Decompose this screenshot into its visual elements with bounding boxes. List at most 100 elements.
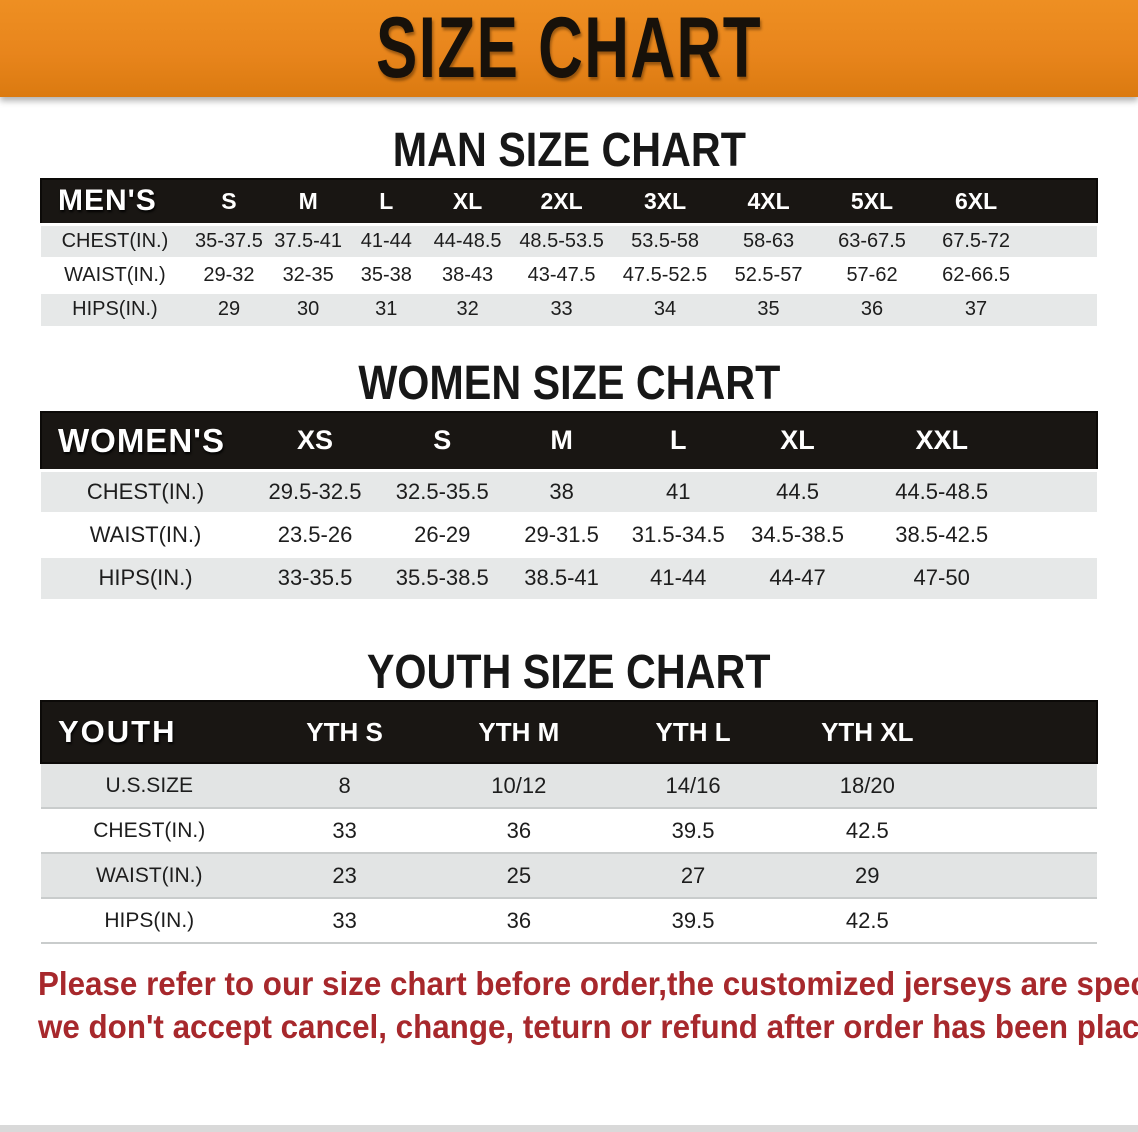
women-col-header: L [670, 425, 687, 456]
disclaimer-line-2: we don't accept cancel, change, teturn o… [38, 1008, 1138, 1045]
size-value-cell: 30 [297, 298, 320, 321]
size-value-cell: 38.5-42.5 [895, 521, 989, 547]
size-value-cell: 38 [549, 478, 574, 504]
spacer-cell [1028, 224, 1097, 258]
size-value-cell: 44-47 [769, 565, 826, 591]
size-value-cell: 35-38 [360, 263, 412, 286]
measurement-label: CHEST(IN.) [61, 229, 169, 252]
women-table-label: WOMEN'S [58, 421, 226, 459]
size-value-cell: 29-32 [203, 263, 255, 286]
men-section-title: MAN SIZE CHART [0, 123, 1138, 178]
size-value-cell: 32-35 [282, 263, 334, 286]
youth-col-header: YTH L [655, 716, 731, 747]
spacer-cell [954, 853, 1097, 898]
women-col-header: S [433, 425, 452, 456]
size-value-cell: 41-44 [360, 229, 412, 252]
size-value-cell: 34.5-38.5 [751, 521, 845, 547]
size-value-cell: 39.5 [671, 907, 715, 933]
size-value-cell: 29 [217, 298, 241, 321]
men-col-header: 6XL [954, 187, 998, 214]
youth-ussize-row: U.S.SIZE 8 10/12 14/16 18/20 [41, 763, 1097, 808]
disclaimer: Please refer to our size chart before or… [38, 962, 1138, 1048]
size-chart-banner: SIZE CHART [0, 0, 1138, 97]
size-value-cell: 36 [506, 907, 532, 933]
men-size-table: MEN'S S M L XL 2XL 3XL 4XL 5XL 6XL CHEST… [40, 178, 1098, 326]
size-value-cell: 41 [666, 478, 691, 504]
size-value-cell: 48.5-53.5 [519, 229, 604, 252]
size-value-cell: 33 [332, 817, 357, 843]
size-value-cell: 43-47.5 [527, 263, 596, 286]
spacer-cell [1026, 470, 1097, 513]
size-value-cell: 47-50 [913, 565, 970, 591]
men-col-header: S [221, 187, 237, 214]
spacer-cell [954, 763, 1097, 808]
size-value-cell: 57-62 [846, 263, 898, 286]
women-section-title-text: WOMEN SIZE CHART [358, 357, 780, 410]
size-value-cell: 33 [550, 298, 573, 321]
men-col-header: XL [452, 187, 483, 214]
women-col-header: XS [297, 425, 334, 456]
size-value-cell: 31.5-34.5 [631, 521, 725, 547]
size-value-cell: 35.5-38.5 [395, 565, 489, 591]
size-value-cell: 18/20 [839, 772, 895, 798]
size-value-cell: 37.5-41 [274, 229, 343, 252]
measurement-label: WAIST(IN.) [95, 863, 203, 887]
women-size-table: WOMEN'S XS S M L XL XXL CHEST(IN.) 29.5-… [40, 411, 1098, 599]
men-table-label: MEN'S [58, 184, 157, 218]
youth-section-title: YOUTH SIZE CHART [0, 645, 1138, 700]
men-col-header: 2XL [540, 187, 583, 214]
banner-title: SIZE CHART [376, 0, 762, 96]
size-value-cell: 34 [653, 298, 677, 321]
size-value-cell: 42.5 [845, 907, 889, 933]
measurement-label: U.S.SIZE [105, 773, 193, 797]
size-value-cell: 32 [456, 298, 479, 321]
size-value-cell: 8 [338, 772, 351, 798]
size-value-cell: 10/12 [491, 772, 547, 798]
measurement-label: WAIST(IN.) [89, 521, 202, 547]
size-value-cell: 26-29 [414, 521, 471, 547]
size-value-cell: 63-67.5 [838, 229, 906, 252]
youth-chest-row: CHEST(IN.) 33 36 39.5 42.5 [41, 808, 1097, 853]
size-value-cell: 53.5-58 [631, 229, 699, 252]
size-value-cell: 41-44 [650, 565, 707, 591]
women-section-title: WOMEN SIZE CHART [0, 356, 1138, 411]
women-header-row: WOMEN'S XS S M L XL XXL [41, 412, 1097, 470]
size-value-cell: 62-66.5 [942, 263, 1010, 286]
youth-col-header: YTH M [478, 716, 560, 747]
size-value-cell: 33-35.5 [277, 565, 353, 591]
men-col-header: 4XL [747, 187, 790, 214]
spacer-cell [954, 808, 1097, 853]
men-chest-row: CHEST(IN.) 35-37.5 37.5-41 41-44 44-48.5… [41, 224, 1097, 258]
spacer-cell [1026, 513, 1097, 556]
size-value-cell: 33 [332, 907, 357, 933]
youth-header-row: YOUTH YTH S YTH M YTH L YTH XL [41, 701, 1097, 763]
men-section-title-text: MAN SIZE CHART [392, 124, 746, 177]
size-value-cell: 14/16 [665, 772, 721, 798]
size-value-cell: 23.5-26 [277, 521, 353, 547]
men-col-header: L [379, 187, 394, 214]
spacer-cell [1028, 258, 1097, 292]
size-value-cell: 29.5-32.5 [268, 478, 362, 504]
women-waist-row: WAIST(IN.) 23.5-26 26-29 29-31.5 31.5-34… [41, 513, 1097, 556]
size-value-cell: 42.5 [845, 817, 889, 843]
spacer-cell [954, 701, 1097, 763]
women-col-header: M [550, 425, 573, 456]
measurement-label: HIPS(IN.) [98, 565, 193, 591]
size-value-cell: 39.5 [671, 817, 715, 843]
measurement-label: HIPS(IN.) [104, 908, 195, 932]
men-col-header: 5XL [850, 187, 894, 214]
size-value-cell: 35-37.5 [195, 229, 263, 252]
men-col-header: M [298, 187, 318, 214]
measurement-label: WAIST(IN.) [64, 263, 166, 286]
youth-col-header: YTH S [306, 716, 383, 747]
disclaimer-line-1: Please refer to our size chart before or… [38, 965, 1138, 1002]
men-header-row: MEN'S S M L XL 2XL 3XL 4XL 5XL 6XL [41, 179, 1097, 224]
size-value-cell: 29-31.5 [524, 521, 599, 547]
men-waist-row: WAIST(IN.) 29-32 32-35 35-38 38-43 43-47… [41, 258, 1097, 292]
size-value-cell: 52.5-57 [734, 263, 803, 286]
women-col-header: XL [780, 425, 815, 456]
youth-section-title-text: YOUTH SIZE CHART [367, 646, 771, 699]
size-value-cell: 23 [332, 862, 357, 888]
size-value-cell: 47.5-52.5 [622, 263, 708, 286]
size-value-cell: 27 [680, 862, 706, 888]
